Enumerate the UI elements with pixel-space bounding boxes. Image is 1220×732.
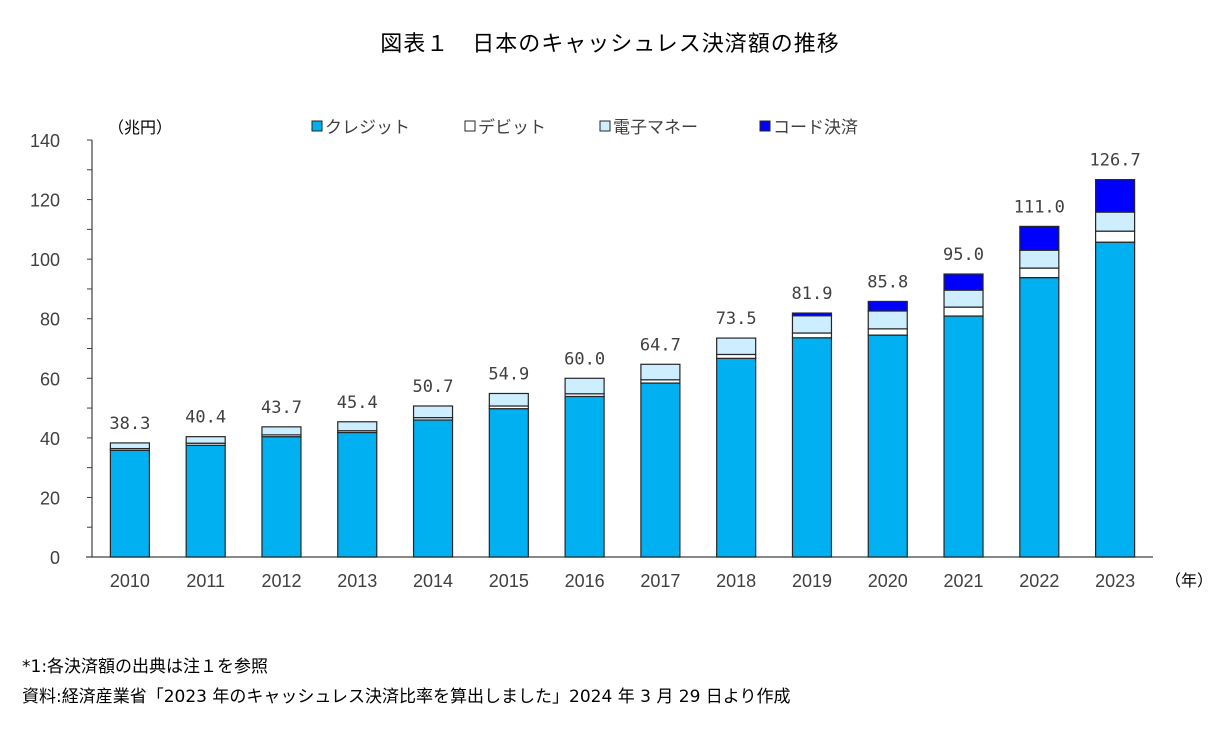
legend-swatch [759,120,771,132]
y-axis-unit-label: （兆円） [108,118,172,137]
legend-label: コード決済 [773,118,858,138]
total-label: 126.7 [1090,151,1141,171]
legend-swatch [599,120,611,132]
source-note: 資料:経済産業省「2023 年のキャッシュレス決済比率を算出しました」2024 … [22,687,791,707]
value-labels: 38.3 2010 40.4 2011 43.7 2012 45.4 2013 50.7 2014… [109,151,1140,591]
bar-segment-credit-2012 [261,436,302,558]
bar-segment-debit-2020 [867,328,908,336]
legend-swatch [311,120,323,132]
x-tick-label: 2015 [489,571,529,591]
total-label: 38.3 [109,414,150,434]
bar-segment-emoney-2016 [564,377,605,395]
bar-segment-credit-2019 [791,337,833,558]
bar-segment-emoney-2021 [943,289,984,308]
x-tick-label: 2021 [944,571,984,591]
bar-segment-debit-2022 [1019,267,1060,279]
total-label: 73.5 [716,309,757,329]
legend: クレジット デビット 電子マネー コード決済 [311,117,858,138]
x-tick-label: 2018 [716,571,756,591]
x-tick-label: 2014 [413,571,453,591]
x-tick-label: 2023 [1095,571,1135,591]
total-label: 54.9 [488,364,529,384]
bar-segment-credit-2018 [716,357,757,558]
bar-segment-code-2023 [1095,179,1136,213]
x-tick-label: 2012 [261,571,301,591]
x-tick-label: 2011 [186,571,225,591]
y-tick-label: 120 [30,191,60,211]
y-tick-label: 0 [50,548,60,568]
bar-segment-code-2022 [1019,225,1060,251]
bar-segment-emoney-2015 [488,392,529,407]
bar-segment-credit-2015 [488,408,529,558]
bar-segment-credit-2011 [185,444,226,558]
bar-segment-code-2021 [943,273,984,291]
legend-item: コード決済 [759,118,858,138]
bar-segment-debit-2019 [791,332,833,339]
y-tick-label: 20 [40,488,60,508]
footnote: *1:各決済額の出典は注１を参照 [22,657,269,677]
y-tick-label: 40 [40,429,60,449]
x-tick-label: 2020 [868,571,908,591]
y-tick-label: 140 [30,131,60,151]
chart-title: 図表１ 日本のキャッシュレス決済額の推移 [380,32,840,57]
bar-segment-emoney-2010 [109,442,150,450]
notes: *1:各決済額の出典は注１を参照 資料:経済産業省「2023 年のキャッシュレス… [22,652,790,712]
total-label: 85.8 [867,272,908,292]
bar-segment-code-2020 [867,300,908,312]
legend-label: クレジット [325,118,410,138]
bar-segment-credit-2017 [640,382,681,558]
bar-segment-credit-2021 [943,315,984,558]
bar-segment-credit-2014 [412,419,454,558]
legend-label: デビット [478,117,546,138]
x-tick-label: 2022 [1019,571,1059,591]
total-label: 50.7 [413,377,454,397]
y-tick-label: 60 [40,369,60,389]
bar-segment-credit-2016 [564,395,605,558]
total-label: 95.0 [943,245,984,265]
bar-segment-emoney-2013 [337,421,378,432]
x-tick-label: 2016 [565,571,605,591]
bar-segment-emoney-2023 [1095,211,1136,232]
legend-label: 電子マネー [613,118,698,138]
y-tick-label: 80 [40,310,60,330]
bar-segment-emoney-2011 [185,436,226,444]
bar-segment-debit-2021 [943,306,984,317]
stacked-bar-chart: クレジット デビット 電子マネー コード決済 （兆円） （年） 0 20 40 60 80 10… [30,117,1213,591]
bar-segment-emoney-2019 [791,315,833,334]
y-tick-label: 100 [30,250,60,270]
bar-segment-credit-2013 [337,431,378,558]
legend-item: クレジット [311,118,410,138]
bar-segment-credit-2023 [1095,241,1136,558]
bar-segment-emoney-2014 [412,405,454,419]
x-axis-unit-label: （年） [1165,571,1213,590]
bar-segment-emoney-2022 [1019,249,1060,269]
total-label: 40.4 [185,408,226,428]
x-tick-label: 2019 [792,571,832,591]
total-label: 81.9 [791,284,832,304]
bar-segment-code-2019 [791,312,833,317]
x-tick-label: 2010 [110,571,150,591]
bar-segment-emoney-2020 [867,310,908,330]
bar-segment-emoney-2018 [716,337,757,356]
legend-swatch [464,120,476,132]
bar-segment-credit-2010 [109,449,150,558]
x-tick-label: 2017 [640,571,680,591]
total-label: 64.7 [640,335,681,355]
bar-segment-emoney-2012 [261,426,302,436]
total-label: 43.7 [261,398,302,418]
bar-segment-credit-2022 [1019,277,1060,558]
bar-segment-debit-2023 [1095,230,1136,243]
bar-segment-credit-2020 [867,334,908,558]
total-label: 111.0 [1014,197,1065,217]
total-label: 45.4 [337,393,378,413]
bar-segment-emoney-2017 [640,363,681,381]
legend-item: 電子マネー [599,118,698,138]
bars [109,179,1136,558]
legend-item: デビット [464,117,546,138]
total-label: 60.0 [564,349,605,369]
x-tick-label: 2013 [337,571,377,591]
